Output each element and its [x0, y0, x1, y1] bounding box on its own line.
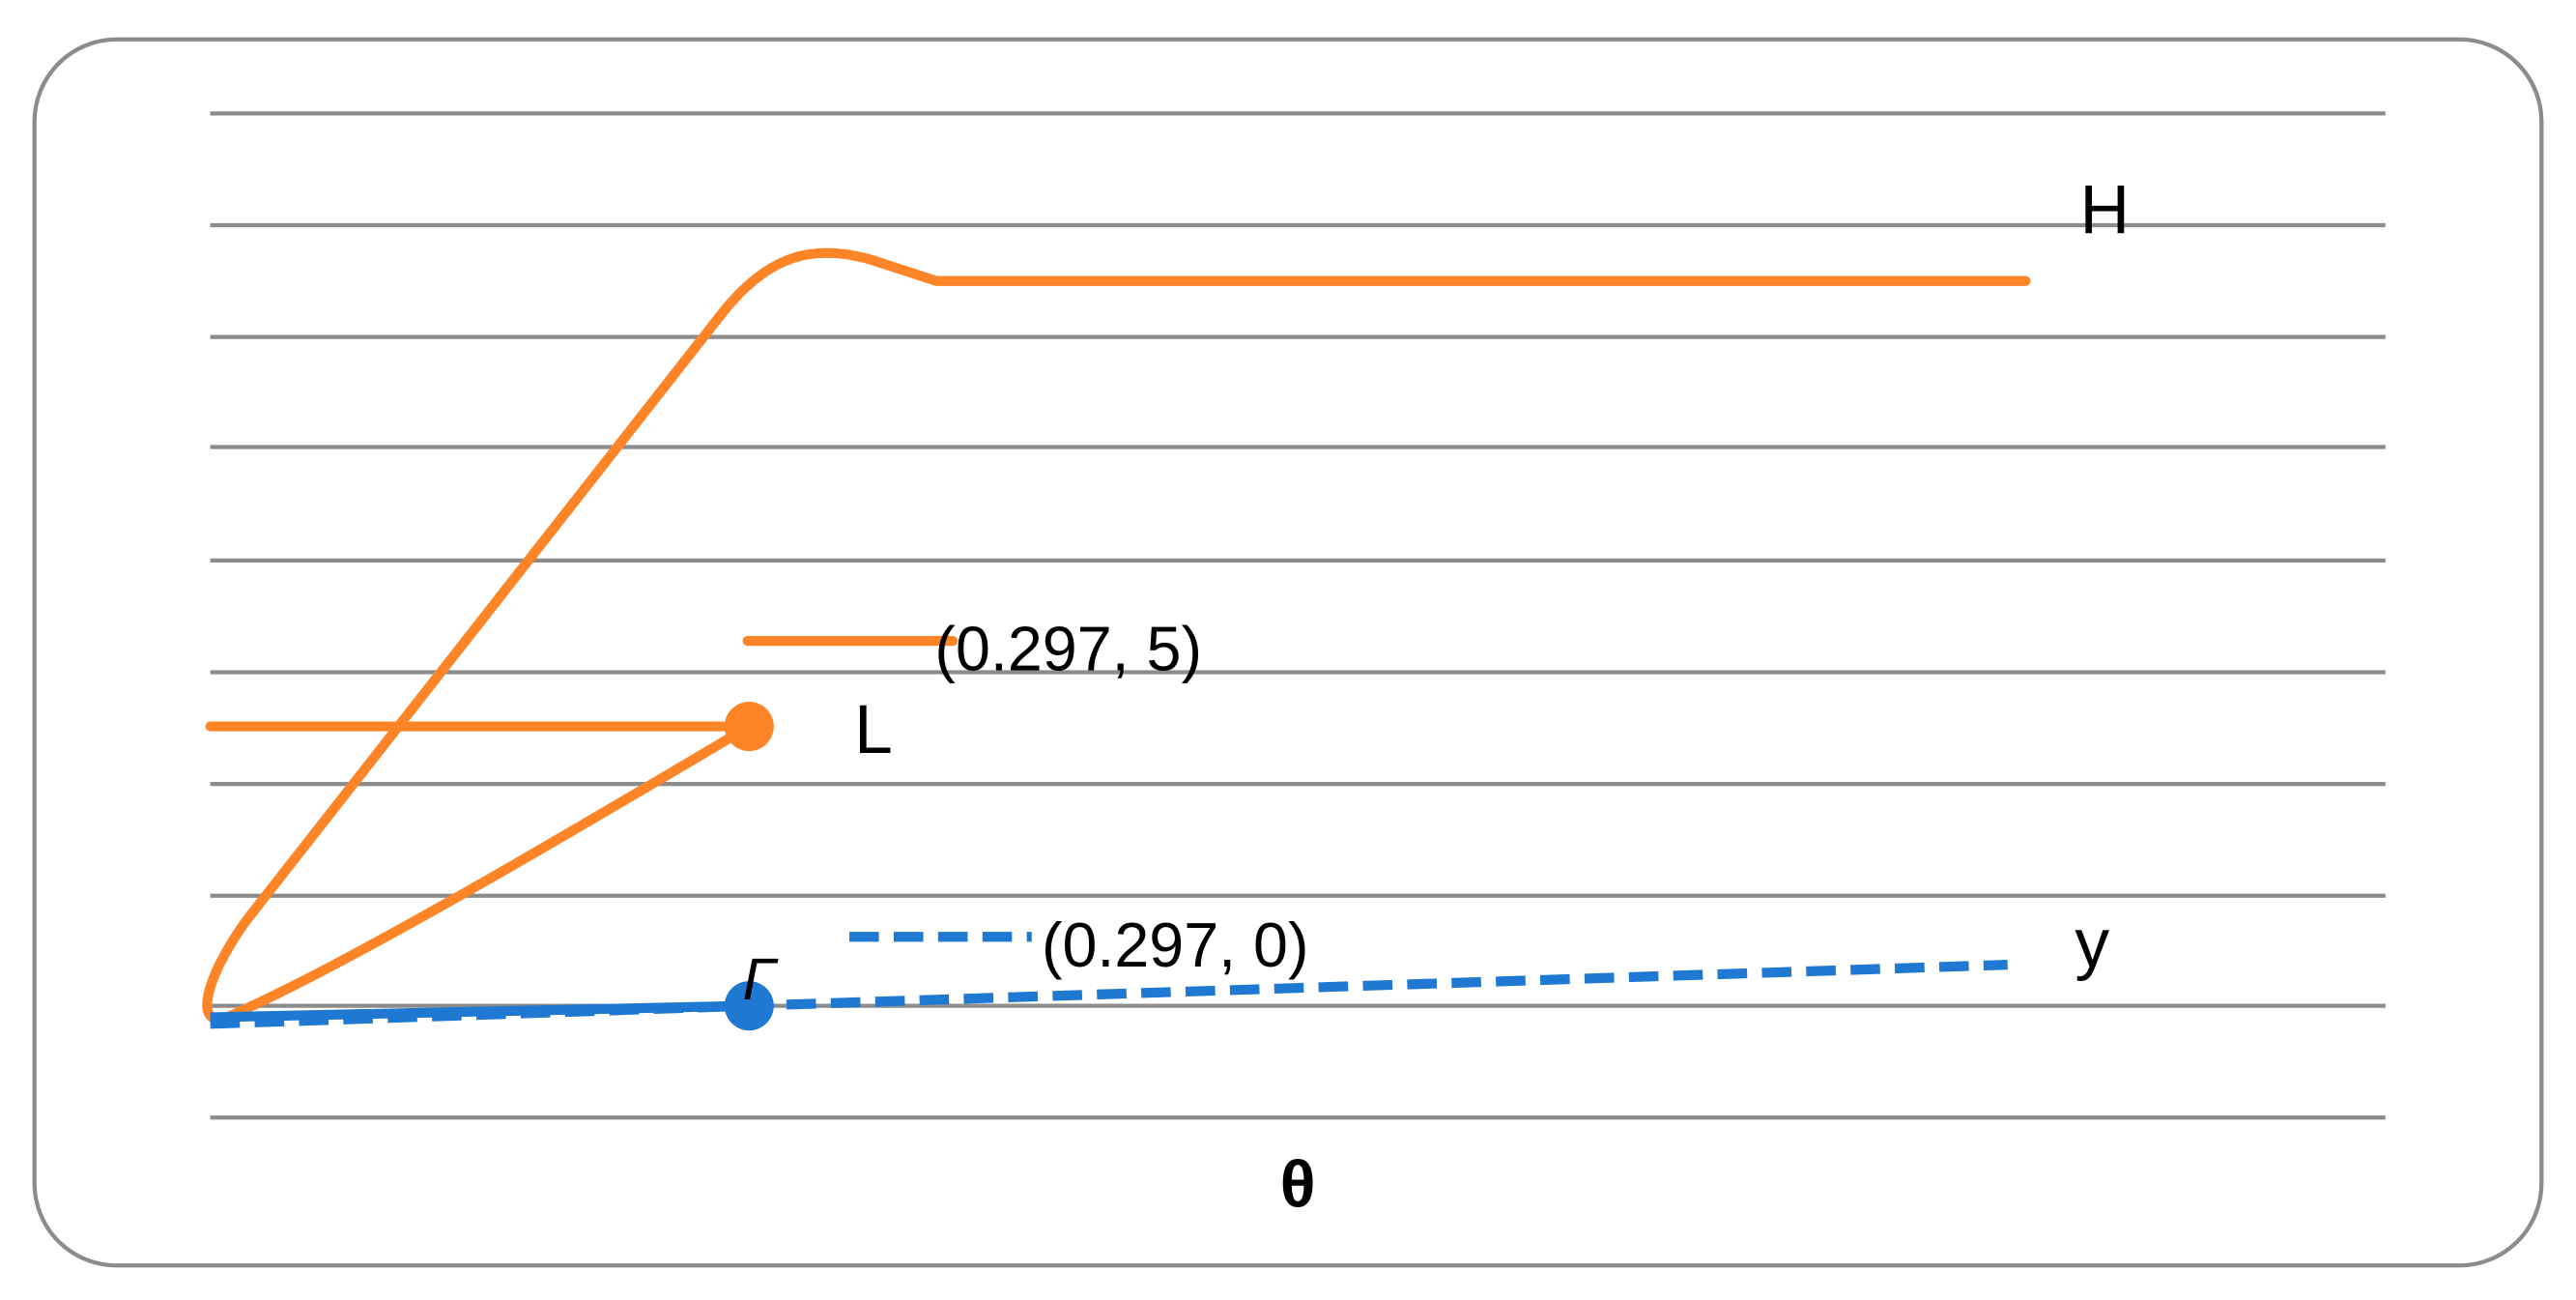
gamma-point	[724, 981, 774, 1031]
x-axis-label: θ	[1280, 1147, 1316, 1221]
label-gamma: Γ	[743, 946, 780, 1012]
blue-dashed	[210, 960, 2008, 1029]
label-high-point: (0.297, 5)	[934, 615, 1202, 684]
low-point	[724, 702, 774, 752]
label-h: H	[2080, 171, 2131, 248]
label-y: y	[2075, 905, 2109, 982]
label-low-point: (0.297, 0)	[1042, 910, 1309, 980]
frame	[32, 37, 2544, 1268]
label-l: L	[854, 691, 893, 768]
